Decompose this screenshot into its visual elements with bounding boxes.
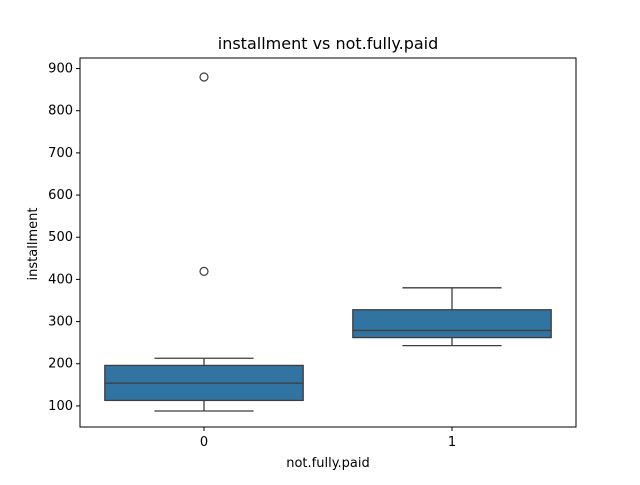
y-tick-label: 300: [48, 315, 73, 330]
y-tick-label: 800: [48, 104, 73, 119]
x-tick-label: 1: [448, 435, 456, 450]
y-tick-label: 600: [48, 188, 73, 203]
y-tick-label: 900: [48, 62, 73, 77]
y-tick-label: 100: [48, 399, 73, 414]
iqr-box: [353, 310, 551, 338]
y-axis-label: installment: [26, 208, 41, 281]
y-tick-label: 200: [48, 357, 73, 372]
y-tick-label: 700: [48, 146, 73, 161]
x-axis-label: not.fully.paid: [286, 456, 370, 471]
chart-title: installment vs not.fully.paid: [218, 34, 439, 53]
y-tick-label: 400: [48, 272, 73, 287]
x-tick-label: 0: [200, 435, 208, 450]
y-tick-label: 500: [48, 230, 73, 245]
